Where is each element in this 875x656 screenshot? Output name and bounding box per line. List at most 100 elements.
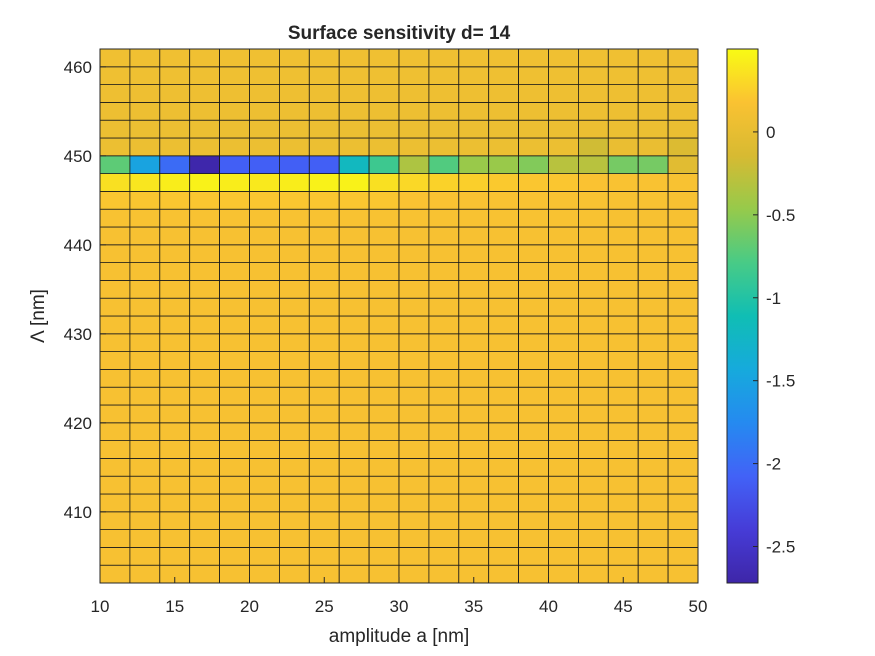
heatmap-cell	[488, 102, 520, 121]
heatmap-cell	[637, 529, 669, 548]
heatmap-cell	[219, 315, 250, 335]
heatmap-cell	[518, 440, 549, 459]
heatmap-cell	[308, 422, 340, 441]
heatmap-cell	[368, 529, 400, 548]
heatmap-cell	[368, 102, 400, 121]
heatmap-cell	[607, 475, 639, 495]
heatmap-cell	[548, 102, 579, 121]
heatmap-cell	[338, 48, 370, 68]
heatmap-cell	[398, 333, 430, 352]
heatmap-cell	[398, 422, 430, 441]
heatmap-cell	[607, 333, 639, 352]
heatmap-cell	[607, 368, 639, 388]
heatmap-cell	[428, 333, 460, 352]
x-tick-label: 30	[390, 597, 409, 616]
heatmap-cell	[607, 511, 639, 530]
heatmap-cell	[308, 48, 340, 68]
heatmap-cell	[338, 262, 370, 281]
heatmap-cell	[249, 66, 280, 86]
heatmap-cell	[189, 351, 220, 370]
x-tick-label: 50	[689, 597, 708, 616]
heatmap-cell	[249, 279, 280, 299]
heatmap-cell	[189, 368, 220, 388]
heatmap-cell	[219, 386, 250, 406]
heatmap-cell	[189, 564, 220, 584]
heatmap-cell	[667, 226, 699, 246]
heatmap-cell	[189, 547, 220, 566]
heatmap-cell	[667, 262, 699, 281]
heatmap-cell	[219, 102, 250, 121]
heatmap-cell	[667, 493, 699, 513]
heatmap-cell	[488, 511, 520, 530]
heatmap-cell	[159, 333, 191, 352]
heatmap-cell	[578, 386, 609, 406]
heatmap-cell	[518, 315, 549, 335]
heatmap-cell	[578, 119, 609, 139]
heatmap-cell	[338, 244, 370, 264]
heatmap-cell	[518, 262, 549, 281]
heatmap-cell	[578, 226, 609, 246]
heatmap-cell	[129, 440, 161, 459]
heatmap-cell	[667, 208, 699, 228]
heatmap-cell	[398, 190, 430, 210]
heatmap-cell	[578, 493, 609, 513]
heatmap-cell	[189, 511, 220, 530]
colorbar-tick-label: 0	[766, 123, 775, 142]
colorbar-tick-label: -1	[766, 289, 781, 308]
heatmap-cell	[368, 440, 400, 459]
heatmap-cell	[458, 155, 490, 175]
heatmap-cell	[219, 493, 250, 513]
heatmap-cell	[159, 102, 191, 121]
heatmap-cell	[637, 262, 669, 281]
heatmap-cell	[159, 244, 191, 264]
heatmap-cell	[667, 137, 699, 157]
heatmap-cell	[607, 137, 639, 157]
heatmap-cell	[159, 226, 191, 246]
heatmap-cell	[219, 262, 250, 281]
heatmap-cell	[159, 173, 191, 192]
heatmap-cell	[129, 262, 161, 281]
heatmap-cell	[548, 333, 579, 352]
heatmap-cell	[637, 564, 669, 584]
heatmap-cell	[637, 119, 669, 139]
heatmap-cell	[548, 226, 579, 246]
heatmap-cell	[398, 279, 430, 299]
heatmap-cell	[667, 564, 699, 584]
heatmap-cell	[338, 351, 370, 370]
heatmap-cell	[308, 173, 340, 192]
heatmap-cell	[428, 315, 460, 335]
heatmap-cell	[637, 155, 669, 175]
heatmap-cell	[308, 547, 340, 566]
heatmap-cell	[99, 66, 131, 86]
heatmap-cell	[428, 137, 460, 157]
heatmap-cell	[99, 262, 131, 281]
heatmap-cell	[99, 422, 131, 441]
heatmap-cell	[278, 119, 310, 139]
heatmap-cell	[398, 351, 430, 370]
y-tick-label: 460	[64, 58, 92, 77]
heatmap-cell	[637, 315, 669, 335]
heatmap-cell	[159, 48, 191, 68]
heatmap-cell	[607, 547, 639, 566]
heatmap-cell	[637, 404, 669, 424]
heatmap-cell	[398, 173, 430, 192]
heatmap-cell	[99, 137, 131, 157]
heatmap-cell	[159, 351, 191, 370]
heatmap-cell	[548, 315, 579, 335]
heatmap-cell	[398, 48, 430, 68]
heatmap-cell	[278, 137, 310, 157]
heatmap-cell	[398, 368, 430, 388]
heatmap-cell	[607, 226, 639, 246]
heatmap-cell	[458, 404, 490, 424]
heatmap-cell	[308, 333, 340, 352]
heatmap-cell	[518, 84, 549, 103]
heatmap-cell	[488, 279, 520, 299]
heatmap-cells	[99, 48, 699, 584]
heatmap-cell	[129, 547, 161, 566]
heatmap-cell	[159, 190, 191, 210]
colorbar-tick-label: -2	[766, 455, 781, 474]
x-tick-label: 45	[614, 597, 633, 616]
heatmap-cell	[548, 279, 579, 299]
heatmap-cell	[338, 297, 370, 317]
